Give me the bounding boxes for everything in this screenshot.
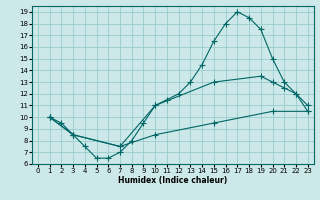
X-axis label: Humidex (Indice chaleur): Humidex (Indice chaleur) bbox=[118, 176, 228, 185]
